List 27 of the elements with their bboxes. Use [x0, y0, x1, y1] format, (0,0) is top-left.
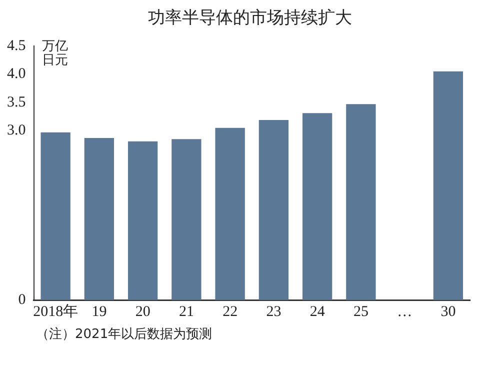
- x-tick-label: 20: [135, 304, 150, 320]
- x-tick-label: 23: [266, 304, 282, 320]
- x-tick-label: …: [397, 304, 412, 320]
- bar: [302, 113, 332, 300]
- bar: [128, 141, 158, 300]
- bar: [40, 132, 70, 300]
- x-tick-label: 21: [178, 304, 194, 320]
- bar: [172, 139, 202, 300]
- bar: [258, 120, 289, 300]
- x-tick-label: 30: [440, 304, 456, 320]
- x-tick-label: 24: [310, 304, 326, 320]
- bar: [215, 128, 245, 300]
- chart-title: 功率半导体的市场持续扩大: [147, 7, 353, 29]
- y-tick-label: 4.5: [7, 38, 26, 54]
- y-tick-label: 3.5: [7, 94, 26, 110]
- y-tick-label: 4.0: [7, 66, 26, 82]
- bar: [433, 71, 464, 300]
- bar: [84, 138, 114, 300]
- x-tick-label: 2018年: [33, 302, 78, 320]
- bar: [346, 104, 376, 300]
- y-tick-label: 0: [18, 292, 26, 308]
- x-tick-label: 22: [222, 304, 238, 320]
- y-axis-title: 万亿日元: [42, 39, 69, 68]
- x-tick-label: 19: [92, 304, 107, 320]
- y-tick-label: 3.0: [7, 122, 26, 139]
- text: （注）2021年以后数据为预测: [36, 326, 212, 343]
- x-tick-label: 25: [353, 304, 368, 320]
